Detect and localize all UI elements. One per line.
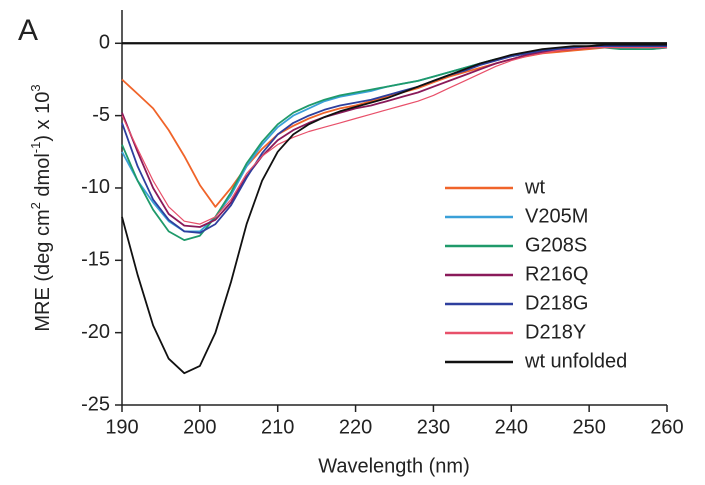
x-tick-label: 200 — [183, 416, 216, 438]
x-tick-label: 230 — [417, 416, 450, 438]
y-axis-label: MRE (deg cm2 dmol-1) x 103 — [28, 84, 54, 331]
legend-label: D218Y — [525, 321, 586, 343]
y-tick-label: -25 — [81, 393, 110, 415]
series-line — [121, 45, 668, 233]
y-tick-label: -20 — [81, 321, 110, 343]
y-axis-label-part: MRE (deg cm — [32, 209, 54, 331]
legend-label: R216Q — [525, 263, 588, 285]
x-tick-label: 260 — [650, 416, 683, 438]
x-axis-label: Wavelength (nm) — [318, 455, 470, 477]
series-line — [121, 45, 667, 208]
y-axis-label-part: 3 — [28, 84, 43, 91]
legend-label: wt — [524, 176, 545, 198]
y-axis-label-part: 2 — [28, 202, 43, 209]
panel-label: A — [18, 14, 38, 47]
y-tick-label: -10 — [81, 176, 110, 198]
x-tick-label: 250 — [572, 416, 605, 438]
series-line — [121, 45, 667, 228]
legend-label: D218G — [525, 292, 588, 314]
x-tick-label: 190 — [105, 416, 138, 438]
series-line — [121, 43, 667, 375]
legend-label: G208S — [525, 234, 587, 256]
x-tick-label: 220 — [339, 416, 372, 438]
y-tick-label: -5 — [92, 104, 110, 126]
y-axis-label-part: -1 — [28, 142, 43, 154]
y-tick-label: -15 — [81, 249, 110, 271]
series-line — [121, 47, 667, 225]
series-line — [121, 45, 667, 234]
legend-label: wt unfolded — [524, 350, 627, 372]
x-tick-label: 240 — [495, 416, 528, 438]
y-axis-label-part: dmol — [32, 153, 54, 202]
legend-label: V205M — [525, 205, 588, 227]
y-tick-label: 0 — [99, 32, 110, 54]
y-axis-label-part: ) x 10 — [32, 92, 54, 142]
x-tick-label: 210 — [261, 416, 294, 438]
